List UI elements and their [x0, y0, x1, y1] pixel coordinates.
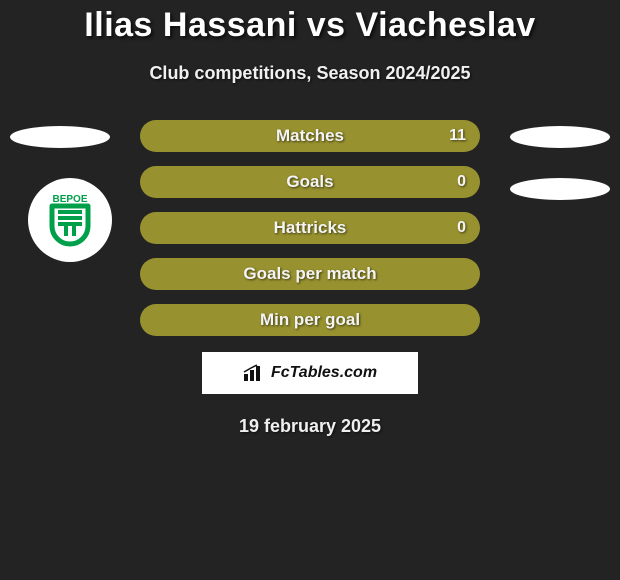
- club-logo-right: [510, 178, 610, 200]
- stat-row: Min per goal: [140, 304, 480, 336]
- player-avatar-right: [510, 126, 610, 148]
- stat-label: Hattricks: [274, 218, 347, 238]
- stat-row: Matches 11: [140, 120, 480, 152]
- club-logo-left: BEPOE: [28, 178, 112, 262]
- date-text: 19 february 2025: [0, 416, 620, 437]
- stat-row: Hattricks 0: [140, 212, 480, 244]
- stat-row: Goals per match: [140, 258, 480, 290]
- stat-label: Min per goal: [260, 310, 360, 330]
- shield-icon: BEPOE: [38, 188, 102, 252]
- player-avatar-left: [10, 126, 110, 148]
- brand-text: FcTables.com: [271, 364, 377, 382]
- stat-value: 0: [457, 219, 466, 237]
- stat-value: 11: [449, 127, 466, 145]
- bar-chart-icon: [243, 364, 265, 382]
- stat-label: Matches: [276, 126, 344, 146]
- page-title: Ilias Hassani vs Viacheslav: [0, 0, 620, 45]
- stat-label: Goals: [286, 172, 333, 192]
- stat-row: Goals 0: [140, 166, 480, 198]
- club-logo-text: BEPOE: [52, 194, 87, 205]
- comparison-widget: Ilias Hassani vs Viacheslav Club competi…: [0, 0, 620, 580]
- stat-label: Goals per match: [243, 264, 376, 284]
- brand-badge[interactable]: FcTables.com: [202, 352, 418, 394]
- subtitle: Club competitions, Season 2024/2025: [0, 63, 620, 84]
- stat-value: 0: [457, 173, 466, 191]
